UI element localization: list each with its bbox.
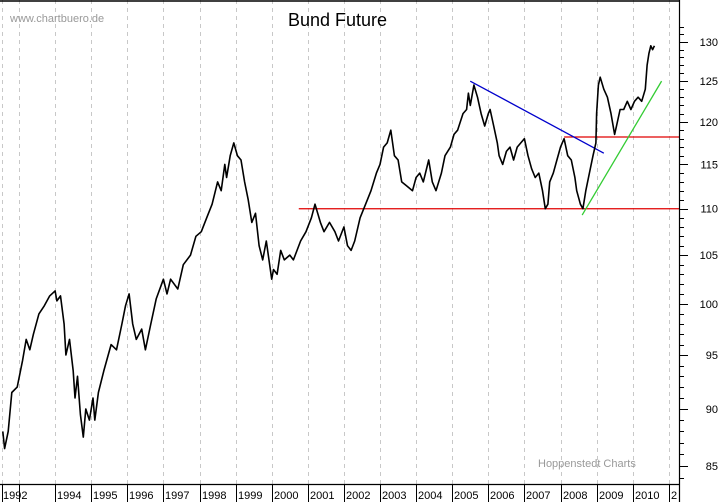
trend-annotations <box>298 80 679 216</box>
grid-lines <box>2 0 670 484</box>
x-tick-label: 2001 <box>310 490 334 502</box>
y-tick-label: 95 <box>706 350 718 362</box>
y-tick-label: 90 <box>706 404 718 416</box>
y-tick-label: 85 <box>706 461 718 473</box>
x-tick-label: 1994 <box>57 490 81 502</box>
y-tick-label: 115 <box>700 159 718 171</box>
chart-title: Bund Future <box>288 10 388 30</box>
x-tick-label: 1997 <box>165 490 189 502</box>
y-tick-label: 100 <box>700 299 718 311</box>
x-tick-label: 2009 <box>599 490 623 502</box>
x-tick-label: 1999 <box>238 490 262 502</box>
y-tick-label: 130 <box>700 37 718 49</box>
x-tick-label: 2002 <box>346 490 370 502</box>
y-tick-label: 110 <box>700 204 718 216</box>
y-tick-label: 125 <box>700 76 718 88</box>
x-tick-label: 2007 <box>526 490 550 502</box>
uptrend-line <box>581 80 663 216</box>
x-tick-label: 1995 <box>93 490 117 502</box>
x-tick-label: 2006 <box>490 490 514 502</box>
downtrend-line <box>469 80 605 154</box>
y-tick-label: 105 <box>700 250 718 262</box>
x-tick-label: 2005 <box>454 490 478 502</box>
x-tick-label: 2004 <box>418 490 442 502</box>
price-line <box>2 44 656 450</box>
x-tick-label: 2010 <box>635 490 659 502</box>
watermark: www.chartbuero.de <box>10 13 105 25</box>
x-tick-label: 2000 <box>274 490 298 502</box>
x-tick-label: 2003 <box>382 490 406 502</box>
x-tick-label: 1996 <box>129 490 153 502</box>
x-tick-label: 2 <box>671 490 677 502</box>
x-tick-label: 2008 <box>563 490 587 502</box>
y-tick-label: 120 <box>700 117 718 129</box>
x-tick-label: 1998 <box>202 490 226 502</box>
source-credit: Hoppenstedt Charts <box>538 458 636 470</box>
x-tick-label: 1992 <box>3 490 27 502</box>
